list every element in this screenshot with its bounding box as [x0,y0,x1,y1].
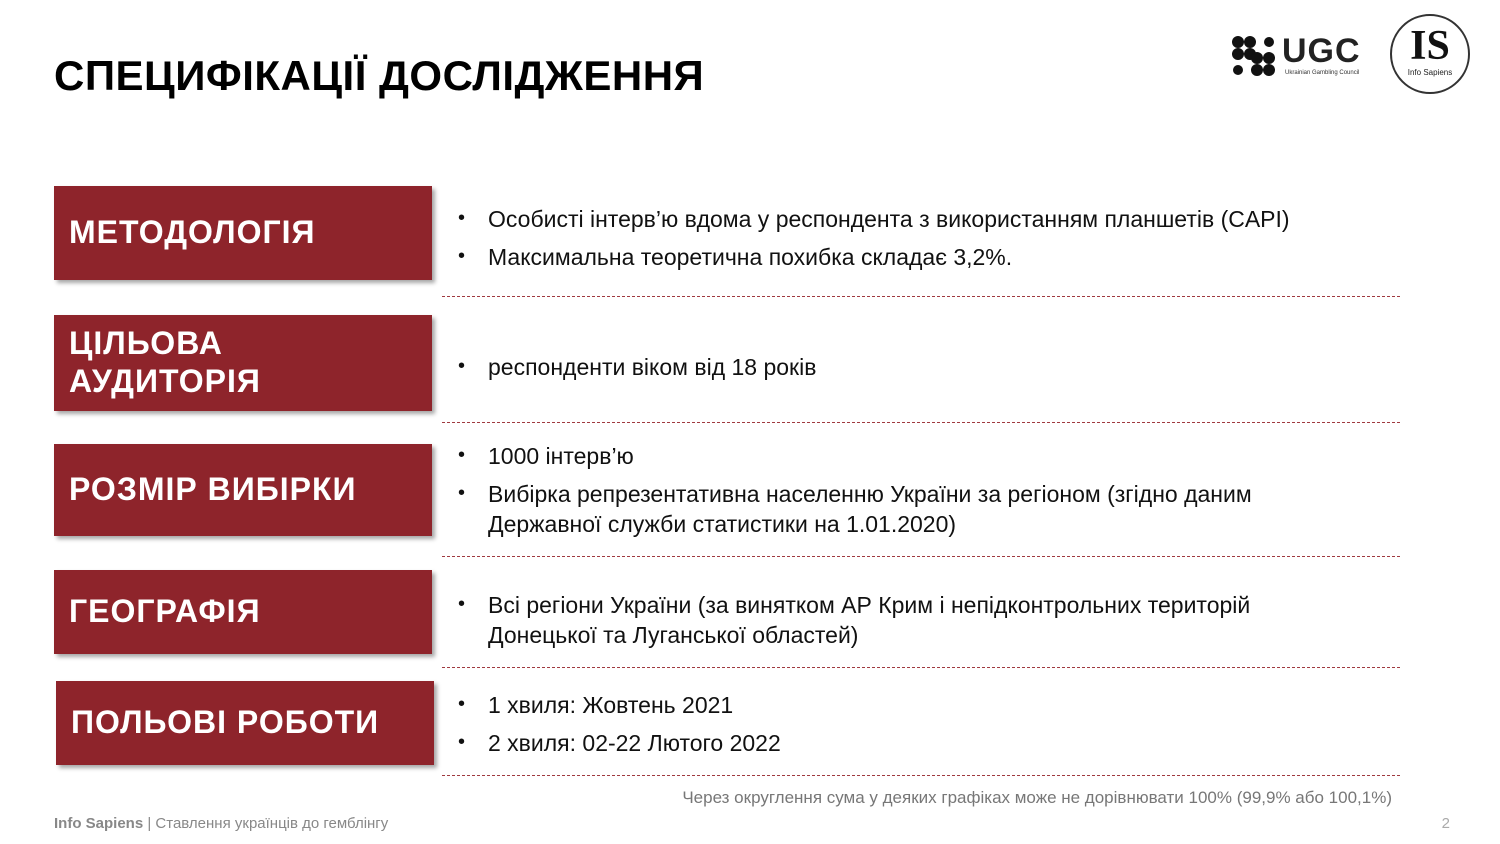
page-title: СПЕЦИФІКАЦІЇ ДОСЛІДЖЕННЯ [54,52,705,99]
info-sapiens-logo: IS Info Sapiens [1390,14,1474,98]
footer-brand: Info Sapiens [54,815,144,832]
section-divider [442,775,1400,776]
info-sapiens-mark: IS [1410,23,1450,69]
section-label-target-audience: ЦІЛЬОВА АУДИТОРІЯ [54,315,432,411]
section-label-geography: ГЕОГРАФІЯ [54,570,432,654]
section-divider [442,667,1400,668]
geography-bullets: Всі регіони України (за винятком АР Крим… [456,591,1356,659]
bullet-item: 1 хвиля: Жовтень 2021 [456,691,1356,721]
info-sapiens-subtitle: Info Sapiens [1407,68,1453,77]
sample-size-bullets: 1000 інтерв’ю Вибірка репрезентативна на… [456,442,1356,548]
bullet-item: Особисті інтерв’ю вдома у респондента з … [456,205,1356,235]
logo-ring [1390,14,1470,94]
section-divider [442,556,1400,557]
section-divider [442,422,1400,423]
ugc-logo-subtitle: Ukrainian Gambling Council [1285,70,1360,76]
page-number: 2 [1441,815,1450,832]
footer-separator: | [143,815,156,832]
footer-report-title: Ставлення українців до гемблінгу [155,815,389,832]
section-divider [442,296,1400,297]
section-label-sample-size: РОЗМІР ВИБІРКИ [54,444,432,536]
bullet-item: респонденти віком від 18 років [456,353,1356,383]
section-label-methodology: МЕТОДОЛОГІЯ [54,186,432,280]
bullet-item: Всі регіони України (за винятком АР Крим… [456,591,1356,651]
footer: Info Sapiens | Ставлення українців до ге… [54,815,388,832]
bullet-item: Вибірка репрезентативна населенню Україн… [456,480,1356,540]
ugc-logo-text: UGC [1282,32,1361,70]
ugc-logo: UGC Ukrainian Gambling Council [1230,32,1370,78]
target-audience-bullets: респонденти віком від 18 років [456,353,1356,391]
section-label-fieldwork: ПОЛЬОВІ РОБОТИ [56,681,434,765]
bullet-item: 2 хвиля: 02-22 Лютого 2022 [456,729,1356,759]
rounding-note: Через округлення сума у деяких графіках … [682,788,1392,807]
methodology-bullets: Особисті інтерв’ю вдома у респондента з … [456,205,1356,281]
fieldwork-bullets: 1 хвиля: Жовтень 2021 2 хвиля: 02-22 Лют… [456,691,1356,767]
bullet-item: Максимальна теоретична похибка складає 3… [456,243,1356,273]
clover-icon [1232,36,1275,76]
bullet-item: 1000 інтерв’ю [456,442,1356,472]
